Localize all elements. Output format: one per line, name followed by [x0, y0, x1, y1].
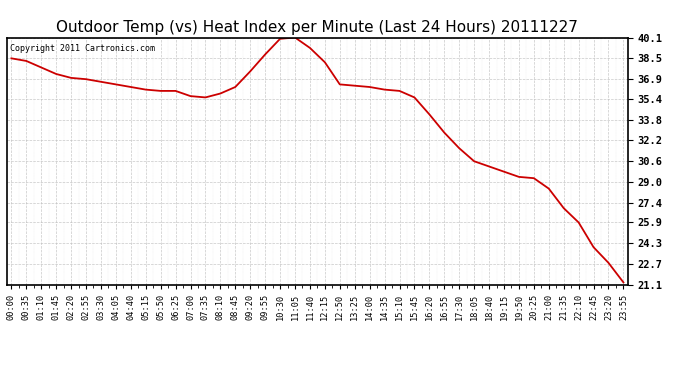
Title: Outdoor Temp (vs) Heat Index per Minute (Last 24 Hours) 20111227: Outdoor Temp (vs) Heat Index per Minute …	[57, 20, 578, 35]
Text: Copyright 2011 Cartronics.com: Copyright 2011 Cartronics.com	[10, 44, 155, 53]
